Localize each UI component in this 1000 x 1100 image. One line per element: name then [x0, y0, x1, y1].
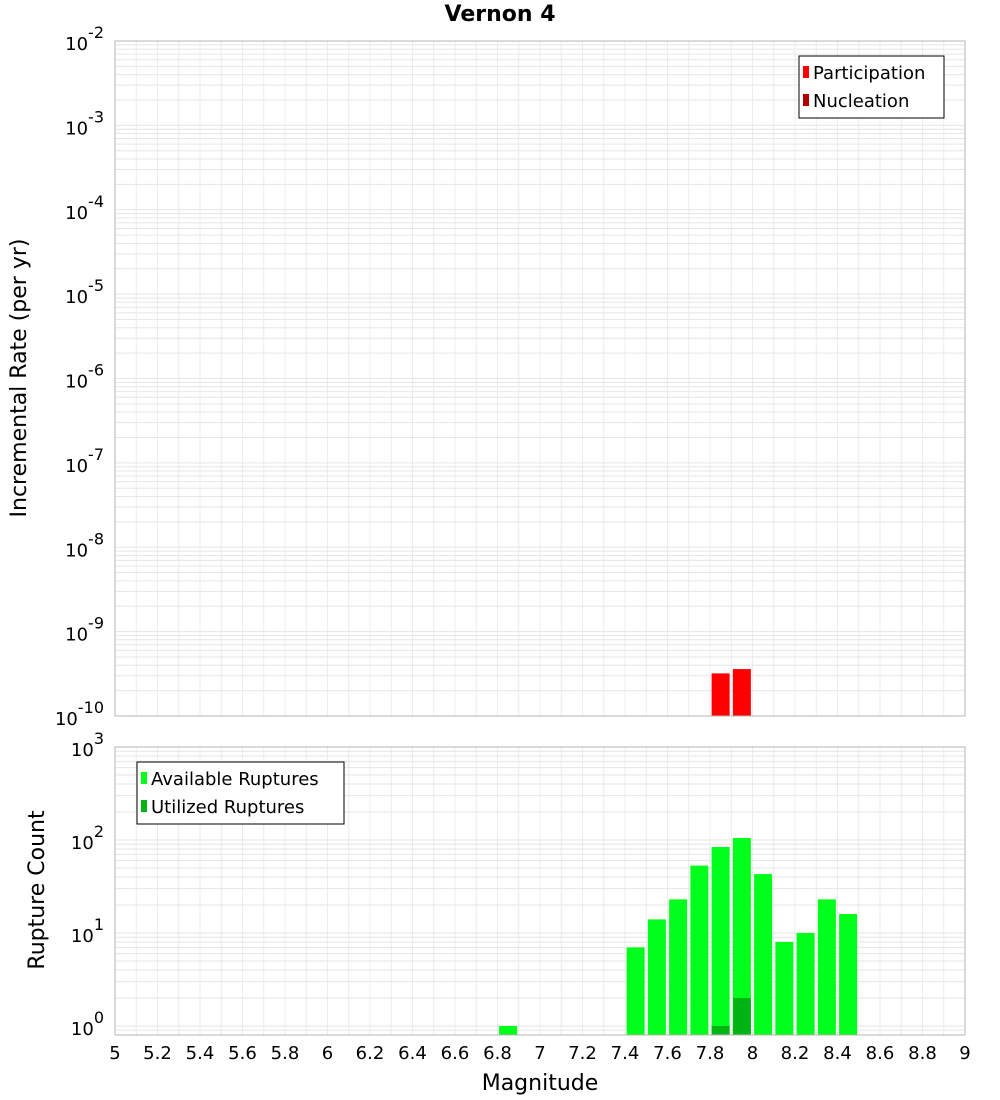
x-tick-label: 5.8	[271, 1043, 300, 1064]
x-tick-label: 8.6	[866, 1043, 895, 1064]
bar-available-ruptures-7.85	[711, 847, 730, 1035]
x-tick-label: 6.4	[398, 1043, 427, 1064]
y-tick-label: 10-8	[65, 529, 104, 561]
bottom-y-axis-label: Rupture Count	[25, 810, 50, 970]
y-tick-label: 10-4	[65, 192, 104, 224]
bar-utilized-ruptures-7.85	[711, 1025, 730, 1035]
y-tick-label: 10-6	[65, 361, 104, 393]
x-tick-label: 6.8	[483, 1043, 512, 1064]
top-y-axis-label: Incremental Rate (per yr)	[7, 239, 32, 518]
x-tick-label: 7.8	[696, 1043, 725, 1064]
legend-swatch-participation	[803, 66, 809, 78]
chart-title: Vernon 4	[444, 2, 556, 27]
legend-box	[136, 761, 345, 825]
y-tick-label: 10-9	[65, 614, 104, 646]
bar-available-ruptures-8.15	[775, 942, 794, 1035]
y-tick-label: 10-10	[55, 698, 104, 730]
x-tick-label: 6	[322, 1043, 333, 1064]
bar-available-ruptures-7.55	[647, 919, 666, 1035]
x-tick-label: 5.6	[228, 1043, 257, 1064]
legend-swatch-available-ruptures	[141, 772, 147, 784]
x-tick-label: 8	[747, 1043, 758, 1064]
x-tick-label: 6.2	[356, 1043, 385, 1064]
x-axis-label: Magnitude	[482, 1071, 599, 1096]
x-tick-label: 9	[959, 1043, 970, 1064]
y-tick-label: 10-2	[65, 23, 104, 55]
y-tick-label: 103	[71, 729, 104, 761]
bar-utilized-ruptures-7.95	[732, 997, 751, 1035]
plot-frame	[114, 746, 966, 1036]
bar-available-ruptures-8.05	[754, 874, 773, 1035]
y-tick-label: 10-7	[65, 445, 104, 477]
x-tick-label: 5.4	[186, 1043, 215, 1064]
bar-available-ruptures-8.35	[817, 899, 836, 1035]
x-tick-label: 5.2	[143, 1043, 172, 1064]
chart-panel-2: 103 102 101 100 Available Ruptures Utilized R…	[71, 729, 966, 1040]
plot-frame	[114, 40, 966, 717]
legend-label-participation: Participation	[813, 63, 925, 84]
x-tick-label: 5	[109, 1043, 120, 1064]
bar-available-ruptures-7.95	[732, 838, 751, 1035]
bar-available-ruptures-8.45	[839, 914, 858, 1035]
x-tick-label: 8.2	[781, 1043, 810, 1064]
x-tick-label: 7.4	[611, 1043, 640, 1064]
y-tick-label: 10-5	[65, 276, 104, 308]
bar-participation-7.95	[732, 669, 751, 716]
legend-swatch-nucleation	[803, 94, 809, 106]
chart-panel-1: 10-2 10-3 10-4 10-5 10-6 10-7 10-8 10-9 10-10 Par…	[55, 23, 966, 730]
y-tick-label: 10-3	[65, 107, 104, 139]
bar-available-ruptures-6.85	[499, 1025, 518, 1035]
legend-label-available-ruptures: Available Ruptures	[151, 769, 319, 790]
bar-available-ruptures-7.65	[669, 899, 688, 1035]
bar-available-ruptures-8.25	[796, 932, 815, 1035]
x-tick-label: 8.4	[823, 1043, 852, 1064]
y-tick-label: 102	[71, 822, 104, 854]
legend-swatch-utilized-ruptures	[141, 800, 147, 812]
x-tick-label: 8.8	[908, 1043, 937, 1064]
bar-available-ruptures-7.45	[626, 947, 645, 1035]
x-tick-label: 7.2	[568, 1043, 597, 1064]
x-tick-label: 7	[534, 1043, 545, 1064]
legend-label-nucleation: Nucleation	[813, 91, 909, 112]
legend-box	[798, 55, 945, 119]
bar-participation-7.85	[711, 673, 730, 716]
legend: Participation Nucleation	[798, 55, 945, 119]
x-tick-label: 6.6	[441, 1043, 470, 1064]
legend: Available Ruptures Utilized Ruptures	[136, 761, 345, 825]
y-tick-label: 100	[71, 1008, 104, 1040]
y-tick-label: 101	[71, 915, 104, 947]
bar-available-ruptures-7.75	[690, 865, 709, 1035]
x-tick-label: 7.6	[653, 1043, 682, 1064]
legend-label-utilized-ruptures: Utilized Ruptures	[151, 797, 304, 818]
